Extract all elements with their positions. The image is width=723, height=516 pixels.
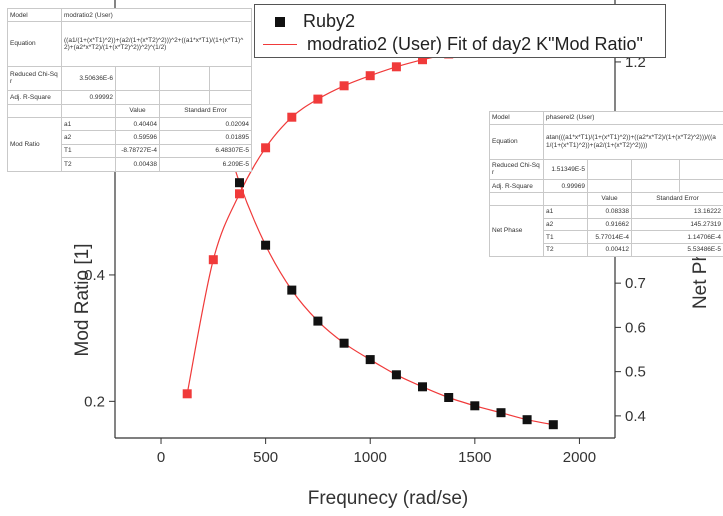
- column-header-error: Standard Error: [630, 192, 723, 206]
- model-value: modratio2 (User): [60, 7, 253, 23]
- param-name: a2: [543, 217, 588, 232]
- column-header-error: Standard Error: [158, 103, 253, 119]
- r2-label: Adj. R-Square: [489, 179, 544, 194]
- x-axis-ticks: 0 500 1000 1500 2000: [157, 438, 596, 466]
- x-tick-label: 1000: [354, 449, 387, 466]
- column-header-value: Value: [115, 103, 160, 119]
- param-value: 5.77014E-4: [587, 230, 632, 245]
- param-value: 0.59596: [115, 130, 160, 145]
- y-right-tick-label: 0.5: [625, 364, 646, 381]
- fit-results-table-mod-ratio: Model modratio2 (User) Equation ((a1/(1+…: [7, 7, 253, 172]
- param-name: T1: [61, 143, 116, 159]
- data-point-series-1: [287, 285, 297, 295]
- legend-square-marker: [275, 16, 285, 27]
- legend-line-marker: [263, 44, 297, 45]
- chisq-label: Reduced Chi-Sqr: [7, 65, 62, 92]
- y-right-axis-title: Net Ph: [690, 251, 711, 309]
- x-tick-label: 0: [157, 449, 165, 466]
- param-value: -8.78727E-4: [115, 143, 160, 159]
- param-name: a1: [61, 116, 116, 132]
- y-left-tick-label: 0.2: [84, 393, 105, 410]
- y-right-tick-label: 1.2: [625, 54, 646, 71]
- data-point-series-2: [391, 62, 401, 72]
- legend: Ruby2 modratio2 (User) Fit of day2 K"Mod…: [254, 4, 666, 58]
- param-name: a2: [61, 130, 116, 145]
- param-error: 0.02094: [158, 116, 253, 132]
- data-point-series-1: [365, 355, 375, 365]
- legend-entry-ruby2: Ruby2: [263, 11, 355, 32]
- x-tick-label: 2000: [563, 449, 596, 466]
- x-tick-label: 1500: [458, 449, 491, 466]
- param-group-label: Net Phase: [489, 204, 544, 258]
- param-name: T1: [543, 230, 588, 245]
- param-error: 6.48307E-5: [158, 143, 253, 159]
- data-point-series-2: [182, 389, 192, 399]
- data-point-series-1: [496, 408, 506, 418]
- equation-label: Equation: [7, 21, 62, 67]
- param-value: 0.91662: [587, 217, 632, 232]
- param-error: 1.14706E-4: [630, 230, 723, 245]
- x-tick-label: 500: [253, 449, 278, 466]
- model-label: Model: [489, 111, 544, 125]
- y-right-tick-label: 0.6: [625, 319, 646, 336]
- data-point-series-1: [235, 178, 244, 188]
- data-point-series-1: [339, 338, 349, 348]
- chisq-value: 3.50636E-6: [61, 65, 116, 92]
- chisq-label: Reduced Chi-Sqr: [489, 158, 544, 181]
- equation-label: Equation: [489, 123, 544, 160]
- data-point-series-1: [391, 370, 401, 380]
- param-error: 0.01895: [158, 130, 253, 145]
- column-header-value: Value: [587, 192, 632, 206]
- param-error: 145.27319: [630, 217, 723, 232]
- y-left-tick-label: 0.4: [84, 267, 105, 284]
- data-point-series-2: [287, 112, 297, 122]
- y-right-tick-label: 0.7: [625, 275, 646, 292]
- param-error: 5.53486E-5: [630, 243, 723, 257]
- data-point-series-1: [470, 401, 480, 411]
- data-point-series-1: [522, 415, 532, 425]
- legend-label-fit: modratio2 (User) Fit of day2 K"Mod Ratio…: [307, 34, 643, 54]
- model-value: phaserel2 (User): [542, 111, 723, 125]
- param-group-label: Mod Ratio: [7, 117, 62, 172]
- param-value: 0.08338: [587, 204, 632, 219]
- data-point-series-2: [339, 81, 349, 91]
- data-point-series-1: [418, 382, 427, 392]
- y-left-axis-title: Mod Ratio [1]: [72, 244, 93, 357]
- equation-value: atan(((a1*x*T1)/(1+(x*T1)^2))+((a2*x*T2)…: [542, 123, 723, 160]
- equation-value: ((a1/(1+(x*T1)^2))+(a2/(1+(x*T2)^2)))^2+…: [60, 21, 253, 67]
- fit-results-table-net-phase: Model phaserel2 (User) Equation atan(((a…: [489, 111, 723, 258]
- param-error: 13.16222: [630, 204, 723, 219]
- param-value: 0.00438: [115, 157, 160, 172]
- param-error: 6.209E-5: [158, 157, 253, 172]
- legend-entry-fit: modratio2 (User) Fit of day2 K"Mod Ratio…: [263, 34, 643, 55]
- param-name: a1: [543, 204, 588, 219]
- data-point-series-2: [365, 71, 375, 81]
- data-point-series-1: [444, 393, 454, 402]
- data-point-series-2: [208, 255, 218, 265]
- r2-label: Adj. R-Square: [7, 90, 62, 105]
- data-point-series-1: [261, 240, 271, 250]
- data-point-series-1: [313, 316, 323, 326]
- r2-value: 0.99992: [61, 90, 116, 105]
- chisq-value: 1.51349E-5: [543, 158, 588, 181]
- data-point-series-2: [261, 143, 271, 153]
- param-name: T2: [543, 243, 588, 257]
- y-right-tick-label: 0.4: [625, 408, 646, 425]
- data-point-series-1: [548, 420, 558, 430]
- legend-label-ruby2: Ruby2: [303, 11, 356, 31]
- data-point-series-2: [418, 55, 427, 65]
- data-point-series-2: [313, 94, 323, 104]
- x-axis-title: Frequnecy (rad/se): [308, 488, 469, 509]
- param-value: 0.00412: [587, 243, 632, 257]
- model-label: Model: [7, 7, 62, 23]
- r2-value: 0.99969: [543, 179, 588, 194]
- data-point-series-2: [235, 189, 244, 199]
- param-name: T2: [61, 157, 116, 172]
- param-value: 0.40404: [115, 116, 160, 132]
